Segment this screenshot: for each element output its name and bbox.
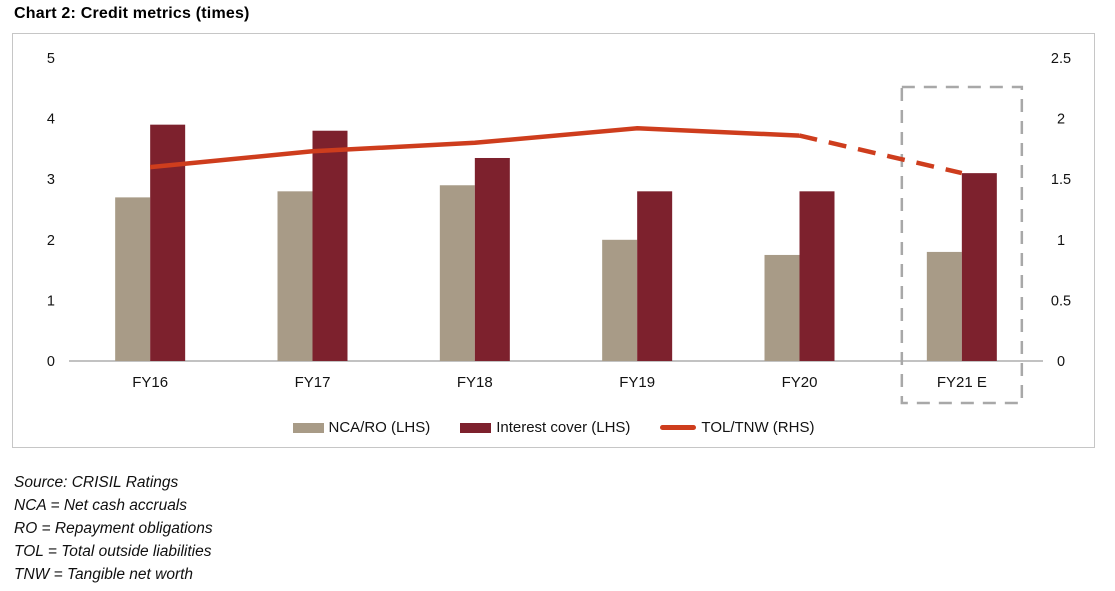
nca-ro-swatch-icon xyxy=(292,422,324,433)
source-note: Source: CRISIL Ratings xyxy=(14,474,179,491)
chart-title: Chart 2: Credit metrics (times) xyxy=(14,5,250,22)
tol-tnw-line-swatch-icon xyxy=(660,425,697,430)
left-axis-tick-0: 0 xyxy=(47,354,55,370)
x-axis-label-FY16: FY16 xyxy=(132,374,168,391)
left-axis-tick-5: 5 xyxy=(47,51,55,67)
x-axis-label-FY18: FY18 xyxy=(457,374,493,391)
x-axis-label-FY17: FY17 xyxy=(295,374,331,391)
footnote-nca: NCA = Net cash accruals xyxy=(14,497,188,514)
credit-metrics-chart: 0 1 2 3 4 5 0 0.5 1 1.5 2 2.5 FY16 FY17 FY18 FY19 FY20 FY… xyxy=(47,51,1071,405)
bar-nca-ro-FY16 xyxy=(115,197,151,361)
bar-interest-cover-FY21E xyxy=(961,173,997,361)
left-axis-tick-1: 1 xyxy=(47,293,55,309)
legend-label-tol-tnw: TOL/TNW (RHS) xyxy=(701,419,815,436)
tol-tnw-line-solid xyxy=(149,126,800,170)
footnote-ro: RO = Repayment obligations xyxy=(14,520,213,537)
bar-interest-cover-FY16 xyxy=(150,124,186,361)
left-axis-tick-2: 2 xyxy=(47,233,55,249)
right-axis-tick-0.5: 0.5 xyxy=(1051,293,1071,309)
right-axis-tick-1.5: 1.5 xyxy=(1051,172,1071,188)
x-axis-label-FY19: FY19 xyxy=(619,374,655,391)
right-axis-tick-2: 2 xyxy=(1057,112,1065,128)
bar-interest-cover-FY18 xyxy=(474,157,510,361)
bar-nca-ro-FY20 xyxy=(764,254,800,361)
legend-item-interest-cover: Interest cover (LHS) xyxy=(460,419,630,436)
legend-label-interest-cover: Interest cover (LHS) xyxy=(496,419,631,436)
footnote-tnw: TNW = Tangible net worth xyxy=(14,566,194,583)
x-axis-label-FY21E: FY21 E xyxy=(937,374,987,391)
left-axis-tick-4: 4 xyxy=(47,112,55,128)
chart-container: 0 1 2 3 4 5 0 0.5 1 1.5 2 2.5 FY16 FY17 FY18 FY19 FY20 FY… xyxy=(12,33,1095,448)
right-axis-tick-1: 1 xyxy=(1057,233,1065,249)
legend-label-nca-ro: NCA/RO (LHS) xyxy=(328,419,431,436)
right-axis-tick-2.5: 2.5 xyxy=(1051,51,1071,67)
bar-interest-cover-FY20 xyxy=(799,191,835,361)
legend-item-nca-ro: NCA/RO (LHS) xyxy=(292,419,431,436)
bar-nca-ro-FY18 xyxy=(439,185,475,361)
legend-item-tol-tnw: TOL/TNW (RHS) xyxy=(660,419,814,436)
left-axis-tick-3: 3 xyxy=(47,172,55,188)
right-axis-tick-0: 0 xyxy=(1057,354,1065,370)
bar-nca-ro-FY19 xyxy=(602,239,638,361)
bar-interest-cover-FY17 xyxy=(312,130,348,361)
tol-tnw-line-dashed-forecast xyxy=(798,133,963,176)
x-axis-label-FY20: FY20 xyxy=(782,374,818,391)
bar-interest-cover-FY19 xyxy=(637,191,673,361)
interest-cover-swatch-icon xyxy=(460,422,492,433)
bar-nca-ro-FY17 xyxy=(277,191,313,361)
chart-footnotes: Source: CRISIL Ratings NCA = Net cash ac… xyxy=(14,471,213,586)
forecast-highlight-box xyxy=(900,85,1024,405)
footnote-tol: TOL = Total outside liabilities xyxy=(14,543,212,560)
bar-nca-ro-FY21E xyxy=(926,251,962,361)
chart-legend: NCA/RO (LHS) Interest cover (LHS) TOL/TN… xyxy=(13,419,1094,436)
